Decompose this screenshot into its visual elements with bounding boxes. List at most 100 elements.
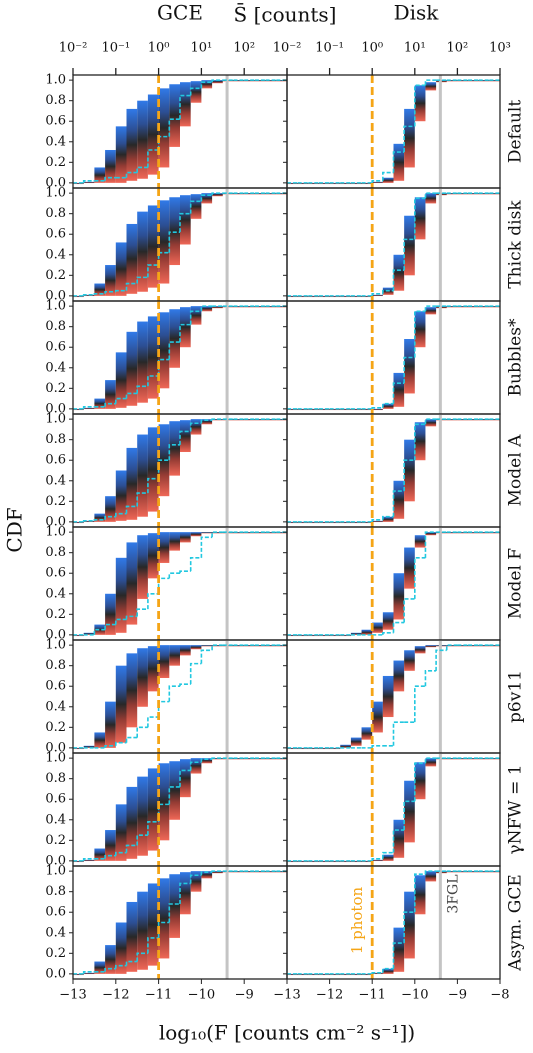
y-tick-label: 0.6 bbox=[45, 679, 66, 694]
true-cdf bbox=[104, 623, 116, 630]
true-cdf bbox=[424, 870, 437, 875]
cdf-band bbox=[350, 295, 362, 298]
y-tick-label: 0.6 bbox=[45, 227, 66, 242]
true-cdf bbox=[392, 269, 405, 291]
cdf-band bbox=[457, 645, 469, 647]
cdf-band bbox=[308, 295, 319, 298]
cdf-band bbox=[158, 532, 170, 563]
cdf-band bbox=[340, 973, 351, 976]
true-cdf bbox=[147, 264, 159, 278]
true-cdf bbox=[125, 615, 138, 620]
cdf-band bbox=[393, 254, 405, 291]
cdf-band bbox=[446, 871, 458, 873]
cdf-band bbox=[169, 761, 180, 820]
cdf-band bbox=[180, 759, 191, 798]
true-cdf bbox=[168, 903, 180, 923]
cdf-band bbox=[137, 891, 148, 970]
true-cdf bbox=[445, 644, 458, 651]
cdf-band bbox=[233, 306, 245, 308]
cdf-band bbox=[308, 634, 319, 637]
cdf-band bbox=[126, 447, 138, 520]
cdf-band bbox=[94, 283, 106, 296]
cdf-band bbox=[115, 242, 127, 296]
cdf-band bbox=[425, 82, 437, 91]
true-cdf bbox=[424, 757, 437, 764]
cdf-band bbox=[308, 521, 319, 524]
cdf-band bbox=[212, 193, 223, 197]
true-cdf bbox=[382, 967, 394, 973]
x2-tick-label: 10¹ bbox=[191, 41, 213, 56]
cdf-band bbox=[414, 311, 426, 348]
x2-tick-label: 10⁻¹ bbox=[101, 41, 130, 56]
x-tick-label: −10 bbox=[188, 988, 215, 1003]
cdf-band bbox=[265, 871, 277, 873]
cdf-band bbox=[446, 306, 458, 308]
cdf-band bbox=[457, 419, 469, 421]
cdf-band bbox=[244, 758, 255, 760]
cdf-band bbox=[297, 408, 309, 411]
x2-tick-label: 10² bbox=[447, 41, 469, 56]
true-cdf bbox=[392, 942, 405, 969]
cdf-band bbox=[212, 645, 223, 647]
true-cdf bbox=[82, 406, 95, 409]
y-tick-label: 0.8 bbox=[45, 319, 66, 334]
cdf-band bbox=[361, 629, 373, 635]
cdf-band bbox=[318, 634, 330, 637]
true-cdf bbox=[115, 289, 127, 292]
true-cdf bbox=[211, 79, 223, 83]
cdf-band bbox=[287, 182, 298, 185]
cdf-band bbox=[425, 307, 437, 315]
cdf-band bbox=[468, 758, 479, 760]
cdf-band bbox=[287, 973, 298, 976]
true-cdf bbox=[157, 577, 170, 594]
true-cdf bbox=[104, 402, 116, 407]
y-tick-label: 0.8 bbox=[45, 884, 66, 899]
cdf-band bbox=[137, 434, 148, 517]
true-cdf bbox=[382, 289, 394, 294]
y-tick-label: 0.0 bbox=[45, 853, 66, 868]
cdf-band bbox=[147, 768, 159, 851]
true-cdf bbox=[104, 745, 116, 748]
cdf-band bbox=[126, 108, 138, 181]
true-cdf bbox=[168, 572, 180, 579]
true-cdf bbox=[371, 407, 383, 409]
true-cdf bbox=[392, 151, 405, 173]
cdf-band bbox=[318, 408, 330, 411]
cdf-band bbox=[478, 193, 490, 195]
cdf-band bbox=[393, 573, 405, 620]
x-tick-label: −12 bbox=[102, 988, 129, 1003]
cdf-band bbox=[276, 80, 287, 82]
cdf-band bbox=[340, 744, 351, 748]
true-cdf bbox=[136, 166, 148, 173]
cdf-band bbox=[329, 634, 341, 637]
true-cdf bbox=[211, 192, 223, 196]
y-tick-label: 0.8 bbox=[45, 545, 66, 560]
cdf-band bbox=[190, 194, 202, 219]
cdf-band bbox=[137, 648, 148, 707]
cdf-band bbox=[276, 419, 287, 421]
cdf-band bbox=[468, 193, 479, 195]
cdf-band bbox=[94, 732, 106, 748]
true-cdf bbox=[125, 171, 138, 178]
cdf-band bbox=[94, 513, 106, 522]
cdf-band bbox=[158, 200, 170, 284]
y-tick-label: 0.6 bbox=[45, 566, 66, 581]
true-cdf bbox=[189, 662, 202, 685]
cdf-band bbox=[489, 306, 500, 308]
cdf-band bbox=[265, 645, 277, 647]
cdf-band bbox=[361, 727, 373, 740]
cdf-band bbox=[457, 758, 469, 760]
true-cdf bbox=[414, 84, 426, 127]
y-tick-label: 0.0 bbox=[45, 514, 66, 529]
y-tick-label: 0.6 bbox=[45, 905, 66, 920]
cdf-band bbox=[489, 419, 500, 421]
true-cdf bbox=[403, 459, 415, 492]
cdf-band bbox=[244, 193, 255, 195]
cdf-band bbox=[372, 701, 383, 733]
cdf-band bbox=[126, 653, 138, 728]
column-title: GCE bbox=[157, 1, 203, 25]
cdf-band bbox=[73, 182, 84, 185]
cdf-band bbox=[287, 747, 298, 750]
x-tick-label: −12 bbox=[316, 988, 343, 1003]
cdf-band bbox=[233, 419, 245, 421]
